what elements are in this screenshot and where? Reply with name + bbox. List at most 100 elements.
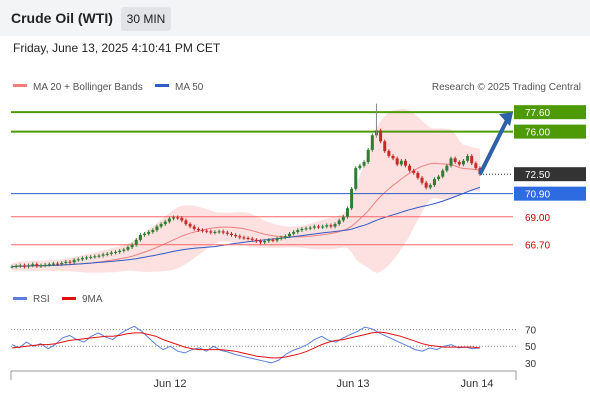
candle-body	[43, 264, 47, 266]
candle-body	[333, 224, 337, 227]
candle-body	[416, 172, 420, 178]
candle-body	[308, 227, 312, 229]
level-label-72.50: 72.50	[525, 170, 550, 181]
rsi-9ma-line	[11, 331, 481, 359]
rsi-tick-70: 70	[525, 326, 537, 337]
x-tick-jun12: Jun 12	[153, 378, 186, 390]
candle-body	[35, 264, 39, 267]
candle-body	[461, 160, 465, 165]
candle-body	[466, 155, 470, 161]
candle-body	[403, 160, 407, 166]
candle-body	[292, 231, 296, 234]
candle-body	[101, 254, 105, 256]
candle-body	[68, 261, 72, 263]
candle-body	[424, 182, 428, 188]
candle-body	[246, 238, 250, 240]
legend-9ma: 9MA	[82, 294, 103, 305]
candle-body	[97, 255, 101, 257]
candle-body	[312, 226, 316, 228]
candle-body	[283, 236, 287, 238]
candle-body	[258, 241, 262, 243]
candle-body	[230, 233, 234, 235]
candle-body	[188, 224, 192, 227]
credit-text: Research © 2025 Trading Central	[432, 82, 581, 93]
candle-body	[118, 250, 122, 253]
candle-body	[383, 141, 387, 152]
candle-body	[56, 263, 60, 265]
candle-body	[213, 231, 217, 233]
candle-body	[354, 168, 358, 189]
candle-body	[441, 170, 445, 177]
candle-body	[60, 262, 64, 265]
candle-body	[114, 252, 118, 254]
candle-body	[254, 239, 258, 242]
level-label-77.60: 77.60	[525, 108, 550, 119]
candle-body	[449, 158, 453, 166]
candle-body	[64, 261, 68, 263]
candle-body	[72, 259, 76, 263]
candle-body	[391, 155, 395, 159]
candle-body	[271, 239, 275, 241]
candle-body	[196, 228, 200, 231]
candle-body	[126, 247, 130, 250]
candle-body	[122, 249, 126, 251]
candle-body	[76, 259, 80, 261]
candle-body	[395, 158, 399, 165]
candle-body	[267, 239, 271, 242]
candle-body	[428, 185, 432, 188]
level-box-72.50	[514, 167, 586, 182]
rsi-tick-30: 30	[525, 359, 537, 370]
candle-body	[408, 165, 412, 171]
candle-body	[180, 217, 184, 221]
candle-body	[300, 228, 304, 231]
candle-body	[130, 244, 134, 248]
candle-body	[151, 230, 155, 232]
candle-body	[358, 165, 362, 169]
legend-ma50: MA 50	[175, 82, 204, 93]
candle-body	[27, 265, 31, 267]
level-box-70.90	[514, 186, 586, 201]
candle-body	[143, 233, 147, 235]
candle-body	[470, 155, 474, 164]
candle-body	[275, 238, 279, 241]
candle-body	[93, 256, 97, 258]
candle-body	[234, 235, 238, 237]
bollinger-band-fill	[12, 108, 480, 273]
level-box-77.60	[514, 105, 586, 120]
candle-body	[201, 230, 205, 232]
candle-body	[163, 221, 167, 225]
ma50-line	[11, 186, 481, 268]
candle-body	[221, 231, 225, 233]
timeframe-button[interactable]: 30 MIN	[121, 7, 171, 31]
forecast-arrow	[478, 112, 513, 176]
candle-body	[279, 237, 283, 239]
candle-body	[457, 162, 461, 165]
candle-body	[209, 231, 213, 233]
candle-body	[296, 230, 300, 232]
level-label-70.90: 70.90	[525, 190, 550, 201]
candle-body	[287, 233, 291, 237]
legend-swatch-9ma	[62, 297, 76, 300]
legend-swatch-ma20	[13, 84, 27, 87]
candle-body	[329, 225, 333, 227]
candle-body	[321, 226, 325, 228]
timestamp: Friday, June 13, 2025 4:10:41 PM CET	[13, 41, 221, 55]
candle-body	[238, 236, 242, 238]
candle-body	[217, 231, 221, 233]
bollinger-band	[12, 108, 480, 273]
candle-body	[155, 226, 159, 231]
candle-body	[18, 265, 22, 267]
candle-body	[370, 135, 374, 150]
candle-body	[134, 239, 138, 245]
chart-header: Crude Oil (WTI) 30 MIN	[0, 0, 590, 36]
candle-body	[192, 226, 196, 229]
x-tick-jun13: Jun 13	[336, 378, 369, 390]
legend-rsi: RSI	[33, 294, 50, 305]
candle-body	[176, 217, 180, 219]
candle-body	[105, 253, 109, 255]
candle-body	[337, 220, 341, 225]
candle-body	[10, 266, 14, 268]
candle-body	[341, 216, 345, 221]
forecast-arrow-head	[499, 112, 513, 127]
